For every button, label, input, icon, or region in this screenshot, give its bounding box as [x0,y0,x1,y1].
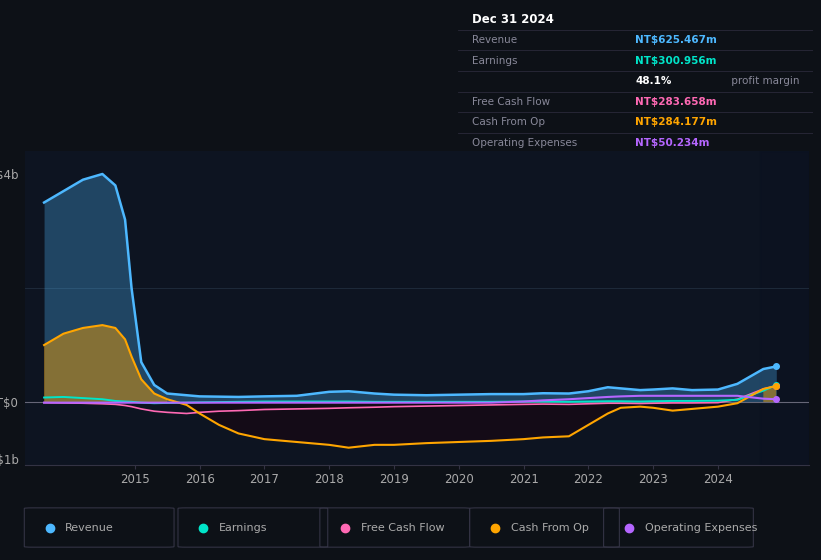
Text: Earnings: Earnings [219,522,268,533]
Text: Cash From Op: Cash From Op [511,522,589,533]
Text: NT$284.177m: NT$284.177m [635,118,718,128]
Text: Dec 31 2024: Dec 31 2024 [472,13,554,26]
Text: Operating Expenses: Operating Expenses [472,138,577,148]
Text: NT$625.467m: NT$625.467m [635,35,718,45]
Text: Revenue: Revenue [66,522,114,533]
Text: NT$50.234m: NT$50.234m [635,138,710,148]
Text: Free Cash Flow: Free Cash Flow [361,522,444,533]
Text: Operating Expenses: Operating Expenses [644,522,757,533]
Text: Cash From Op: Cash From Op [472,118,545,128]
Text: Earnings: Earnings [472,55,518,66]
Text: NT$283.658m: NT$283.658m [635,97,717,107]
Text: profit margin: profit margin [727,76,799,86]
Bar [760,151,809,465]
Text: NT$300.956m: NT$300.956m [635,55,717,66]
Text: 48.1%: 48.1% [635,76,672,86]
Text: Revenue: Revenue [472,35,517,45]
Text: /yr: /yr [820,138,821,148]
Text: Free Cash Flow: Free Cash Flow [472,97,550,107]
